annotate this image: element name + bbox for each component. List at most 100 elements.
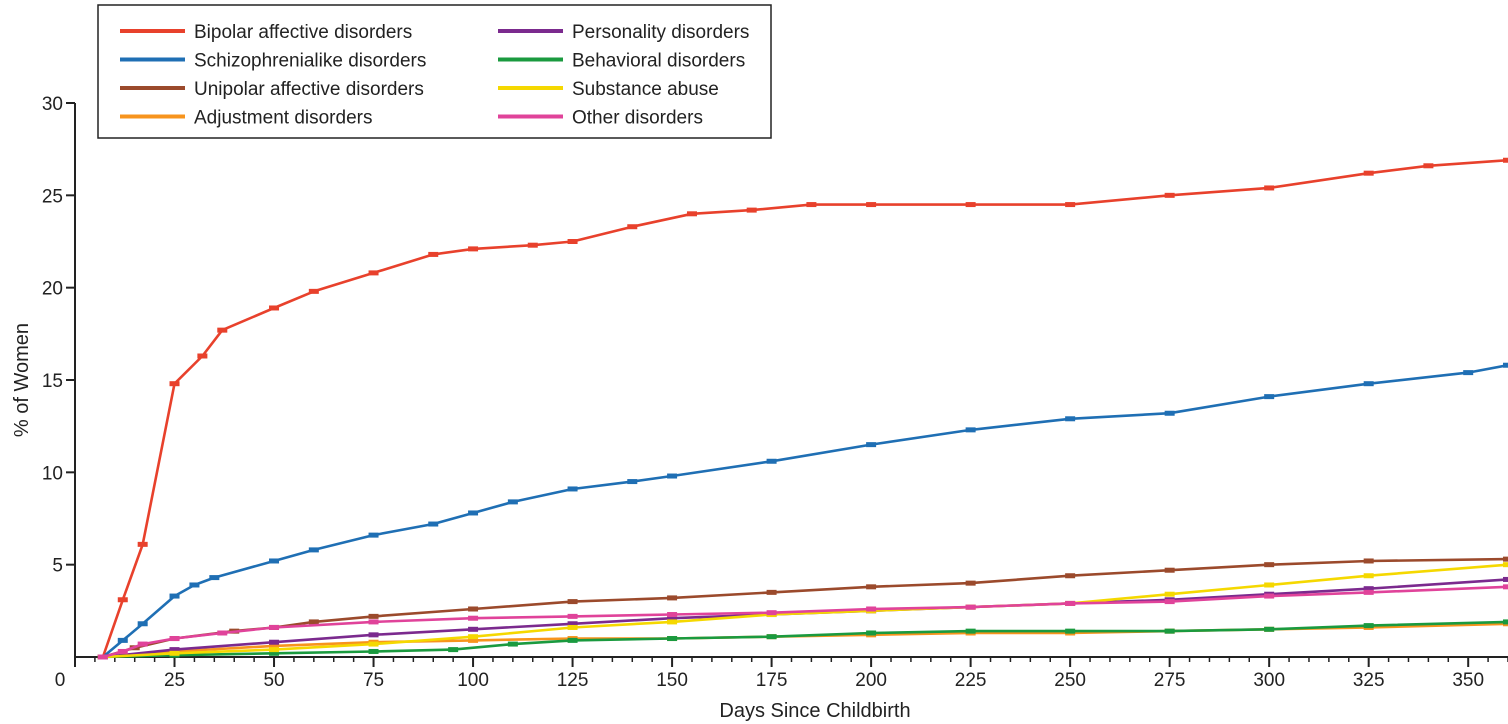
x-tick-label: 100 — [457, 670, 489, 691]
series-point — [627, 224, 638, 230]
series-point — [448, 647, 459, 653]
x-tick-label: 150 — [656, 670, 688, 691]
legend-item: Substance abuse — [498, 79, 719, 100]
series-point — [117, 597, 128, 603]
series-point — [137, 621, 148, 627]
legend-label: Bipolar affective disorders — [194, 22, 412, 43]
series-point — [1363, 558, 1374, 564]
x-tick-label: 25 — [164, 670, 185, 691]
series-layer — [97, 157, 1508, 660]
series-point — [1065, 600, 1076, 606]
x-tick-label: 325 — [1353, 670, 1385, 691]
series-point — [806, 202, 817, 208]
series-point — [269, 624, 280, 630]
series-point — [189, 582, 200, 588]
series-point — [1065, 573, 1076, 579]
legend-item: Bipolar affective disorders — [120, 22, 412, 43]
series-point — [117, 637, 128, 643]
legend-box — [97, 4, 772, 139]
series-point — [1164, 192, 1175, 198]
x-tick-label: 125 — [557, 670, 589, 691]
series-point — [137, 641, 148, 647]
x-tick-label: 0 — [55, 670, 66, 691]
legend-item: Adjustment disorders — [120, 108, 372, 129]
series-point — [1503, 576, 1508, 582]
legend-item: Unipolar affective disorders — [120, 79, 424, 100]
series-point — [627, 479, 638, 485]
series-point — [368, 648, 379, 654]
series-point — [428, 251, 439, 257]
series-point — [269, 558, 280, 564]
x-tick-label: 275 — [1154, 670, 1186, 691]
series-point — [137, 541, 148, 547]
legend-label: Behavioral disorders — [572, 51, 745, 72]
series-point — [965, 604, 976, 610]
series-point — [965, 580, 976, 586]
series-point — [368, 532, 379, 538]
series-point — [1503, 562, 1508, 568]
series-point — [667, 636, 678, 642]
series-point — [1264, 593, 1275, 599]
series-point — [169, 636, 180, 642]
series-point — [428, 521, 439, 527]
series-point — [567, 624, 578, 630]
series-point — [1264, 562, 1275, 568]
x-ticks: 0 25 50 75 100 125 150 175 200 225 250 275 300 325 350 — [55, 657, 1484, 691]
series-point — [1164, 567, 1175, 573]
series-line — [102, 585, 1508, 659]
series-0 — [97, 157, 1508, 660]
series-point — [368, 270, 379, 276]
series-point — [468, 246, 479, 252]
series-point — [1363, 586, 1374, 592]
series-point — [1264, 626, 1275, 632]
series-point — [746, 207, 757, 213]
y-tick-label: 30 — [42, 94, 63, 115]
series-point — [1164, 599, 1175, 605]
legend-label: Schizophrenialike disorders — [194, 51, 426, 72]
series-point — [368, 619, 379, 625]
series-point — [766, 589, 777, 595]
x-minor-ticks — [94, 657, 1508, 662]
series-point — [468, 615, 479, 621]
series-point — [1164, 628, 1175, 634]
legend-item: Personality disorders — [498, 22, 749, 43]
series-point — [308, 547, 319, 553]
x-tick-label: 225 — [955, 670, 987, 691]
series-point — [169, 381, 180, 387]
series-point — [1463, 370, 1474, 376]
axes — [74, 103, 1508, 658]
x-tick-label: 75 — [363, 670, 384, 691]
series-point — [468, 510, 479, 516]
series-point — [269, 643, 280, 649]
series-point — [468, 606, 479, 612]
series-point — [667, 615, 678, 621]
x-tick-label: 300 — [1253, 670, 1285, 691]
series-point — [1423, 163, 1434, 169]
series-point — [1503, 556, 1508, 562]
series-point — [308, 619, 319, 625]
series-point — [766, 458, 777, 464]
series-point — [1065, 202, 1076, 208]
series-point — [269, 647, 280, 653]
series-line — [102, 620, 1508, 659]
x-axis-title: Days Since Childbirth — [719, 700, 910, 722]
series-point — [1363, 589, 1374, 595]
series-point — [368, 632, 379, 638]
series-point — [217, 327, 228, 333]
x-tick-label: 250 — [1054, 670, 1086, 691]
series-point — [308, 288, 319, 294]
series-line — [102, 557, 1508, 659]
series-point — [468, 637, 479, 643]
series-point — [1503, 619, 1508, 625]
series-point — [567, 613, 578, 619]
x-tick-label: 200 — [855, 670, 887, 691]
series-point — [866, 584, 877, 590]
y-tick-label: 5 — [52, 556, 63, 577]
series-point — [1363, 170, 1374, 176]
legend-label: Other disorders — [572, 108, 703, 129]
y-ticks: 5 10 15 20 25 30 — [42, 94, 75, 577]
series-point — [567, 239, 578, 244]
series-point — [368, 613, 379, 619]
series-point — [766, 610, 777, 616]
